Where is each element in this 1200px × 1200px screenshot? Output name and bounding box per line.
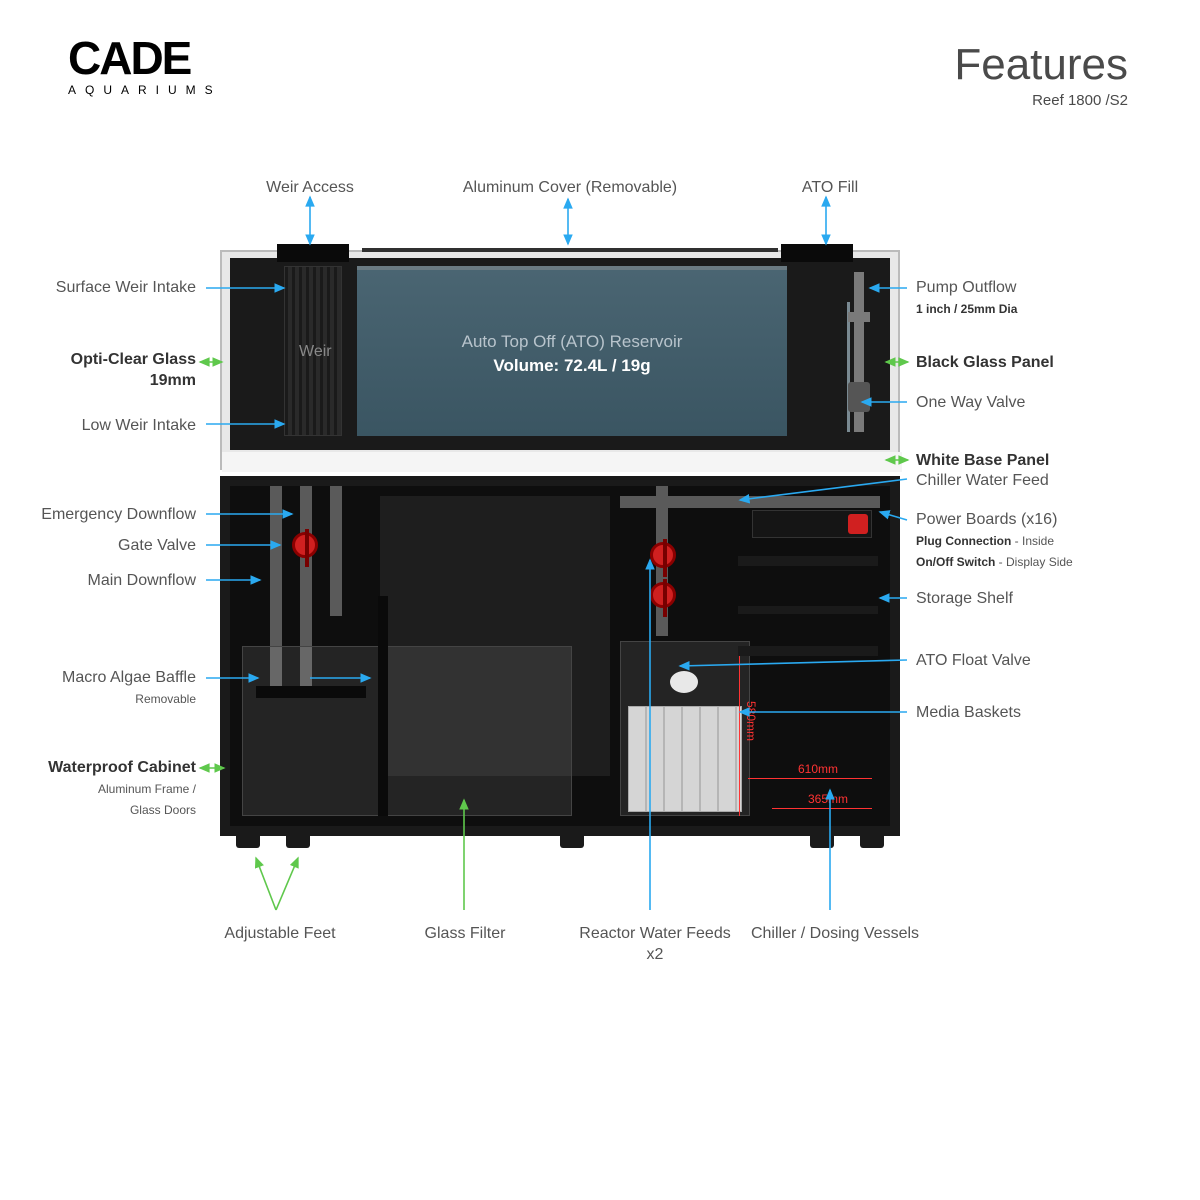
media-baskets — [628, 706, 742, 812]
foot-3 — [560, 828, 584, 848]
label-main-down: Main Downflow — [0, 571, 196, 592]
dim-610-line — [748, 778, 872, 779]
brand-logo: CADE AQUARIUMS — [68, 38, 222, 97]
weir-access-box — [277, 244, 349, 262]
label-chiller-feed: Chiller Water Feed — [916, 471, 1049, 492]
reactor-text: Reactor Water Feeds — [579, 925, 730, 942]
label-white-base: White Base Panel — [916, 451, 1049, 472]
pump-assembly — [818, 272, 878, 432]
waterproof-sub2: Glass Doors — [130, 803, 196, 817]
power-sub2a: On/Off Switch — [916, 555, 995, 569]
sump-divider — [378, 596, 388, 816]
tank-outline: Weir Auto Top Off (ATO) Reservoir Volume… — [220, 250, 900, 470]
label-black-panel: Black Glass Panel — [916, 353, 1054, 374]
dim-580: 580mm — [744, 701, 758, 741]
power-sub2b: - Display Side — [995, 555, 1072, 569]
label-pump-out: Pump Outflow 1 inch / 25mm Dia — [916, 278, 1017, 320]
macro-algae-text: Macro Algae Baffle — [62, 669, 196, 686]
power-switch — [848, 514, 868, 534]
dim-365: 365mm — [808, 792, 848, 806]
foot-1 — [236, 828, 260, 848]
macro-algae-sub: Removable — [135, 692, 196, 706]
aquarium-diagram: Weir Auto Top Off (ATO) Reservoir Volume… — [220, 250, 900, 850]
opti-clear-text: Opti-Clear Glass — [71, 351, 196, 368]
label-opti-clear: Opti-Clear Glass 19mm — [0, 350, 196, 392]
label-waterproof: Waterproof Cabinet Aluminum Frame / Glas… — [0, 758, 196, 820]
white-base-panel — [222, 452, 902, 472]
storage-shelf-mid — [738, 606, 878, 614]
label-glass-filter: Glass Filter — [400, 924, 530, 945]
pump-out-sub: 1 inch / 25mm Dia — [916, 302, 1017, 316]
opti-clear-sub: 19mm — [150, 372, 196, 389]
ato-reservoir: Auto Top Off (ATO) Reservoir Volume: 72.… — [357, 266, 787, 436]
power-sub1b: - Inside — [1011, 534, 1054, 548]
gate-valve — [292, 532, 318, 558]
label-chiller-vessels: Chiller / Dosing Vessels — [740, 924, 930, 945]
label-surface-weir: Surface Weir Intake — [0, 278, 196, 299]
storage-shelf — [738, 646, 878, 656]
white-base-text: White Base Panel — [916, 452, 1049, 469]
label-storage: Storage Shelf — [916, 589, 1013, 610]
label-media: Media Baskets — [916, 703, 1021, 724]
label-alum-cover: Aluminum Cover (Removable) — [430, 178, 710, 199]
label-feet: Adjustable Feet — [200, 924, 360, 945]
foot-4 — [810, 828, 834, 848]
ato-volume: Volume: 72.4L / 19g — [357, 356, 787, 376]
label-ato-fill: ATO Fill — [780, 178, 880, 199]
power-sub1a: Plug Connection — [916, 534, 1011, 548]
dim-580-line — [739, 656, 740, 816]
label-one-way: One Way Valve — [916, 393, 1025, 414]
weir-chamber: Weir — [284, 266, 342, 436]
reactor-valve-1 — [650, 542, 676, 568]
ato-title: Auto Top Off (ATO) Reservoir — [357, 270, 787, 352]
brand-sub: AQUARIUMS — [68, 83, 222, 97]
chiller-feed-pipe — [620, 496, 880, 508]
label-low-weir: Low Weir Intake — [0, 416, 196, 437]
label-emergency: Emergency Downflow — [0, 505, 196, 526]
page-title: Features Reef 1800 /S2 — [954, 40, 1128, 109]
label-weir-access: Weir Access — [250, 178, 370, 199]
pump-out-text: Pump Outflow — [916, 279, 1016, 296]
waterproof-sub1: Aluminum Frame / — [98, 782, 196, 796]
title-main: Features — [954, 40, 1128, 90]
ato-fill-box — [781, 244, 853, 262]
power-text: Power Boards (x16) — [916, 511, 1057, 528]
label-macro-algae: Macro Algae Baffle Removable — [0, 668, 196, 710]
foot-5 — [860, 828, 884, 848]
label-power: Power Boards (x16) Plug Connection - Ins… — [916, 510, 1073, 572]
brand-name: CADE — [68, 38, 222, 79]
label-ato-float: ATO Float Valve — [916, 651, 1031, 672]
foot-2 — [286, 828, 310, 848]
reactor-valve-2 — [650, 582, 676, 608]
label-gate-valve: Gate Valve — [0, 536, 196, 557]
storage-shelf-top — [738, 556, 878, 566]
label-reactor: Reactor Water Feeds x2 — [560, 924, 750, 966]
dim-365-line — [772, 808, 872, 809]
ato-float-valve — [670, 671, 698, 693]
downflow-pipe-3 — [330, 486, 342, 616]
reactor-sub: x2 — [647, 946, 664, 963]
title-sub: Reef 1800 /S2 — [954, 92, 1128, 109]
cabinet: 580mm 610mm 365mm — [220, 476, 900, 836]
weir-label: Weir — [299, 343, 332, 361]
black-panel-text: Black Glass Panel — [916, 354, 1054, 371]
waterproof-text: Waterproof Cabinet — [48, 759, 196, 776]
aluminum-cover — [362, 248, 778, 252]
macro-algae-baffle — [256, 686, 366, 698]
dim-610: 610mm — [798, 762, 838, 776]
sump-left-chamber — [242, 646, 572, 816]
